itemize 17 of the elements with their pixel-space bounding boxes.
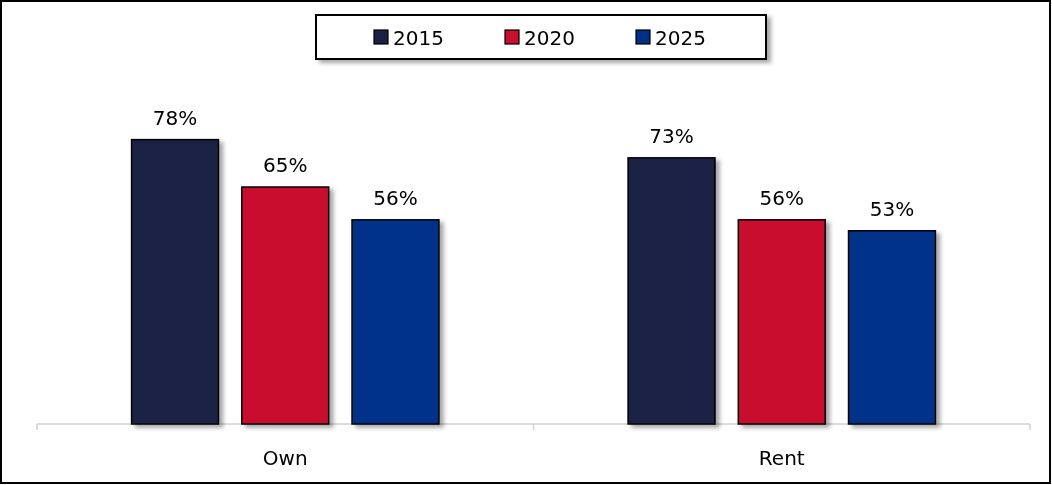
data-label: 78% (152, 105, 198, 130)
data-label: 73% (649, 123, 694, 148)
bar (847, 230, 937, 425)
data-label: 53% (869, 196, 915, 221)
x-tick-label: Rent (758, 446, 805, 470)
bar (627, 157, 716, 425)
legend-label: 2015 (393, 26, 444, 50)
x-tick-label: Own (262, 446, 308, 470)
legend-label: 2020 (524, 26, 575, 50)
bar (737, 219, 826, 425)
legend-label: 2025 (655, 26, 706, 50)
data-label: 56% (373, 185, 418, 210)
data-label: 65% (263, 153, 308, 178)
bar (241, 186, 330, 425)
bar (130, 138, 220, 425)
data-label: 56% (759, 185, 804, 210)
bar (351, 219, 440, 425)
